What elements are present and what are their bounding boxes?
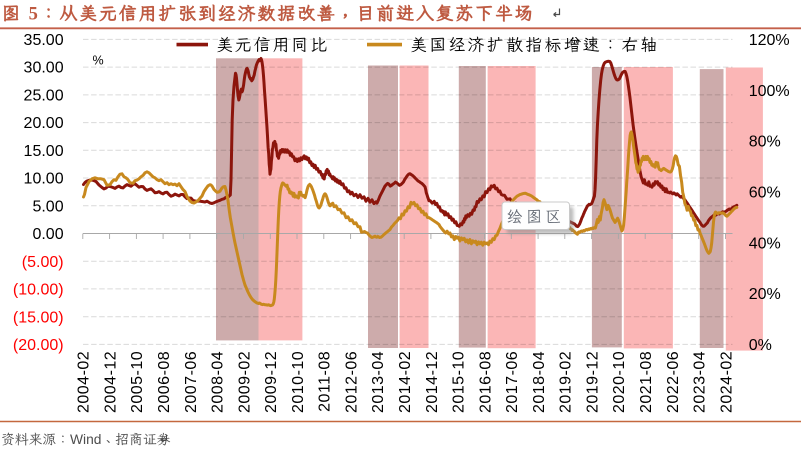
svg-text:2013-04: 2013-04 <box>370 351 387 413</box>
svg-text:0%: 0% <box>749 337 772 354</box>
svg-text:0.00: 0.00 <box>32 226 63 243</box>
svg-text:资料来源：Wind、招商证券: 资料来源：Wind、招商证券 <box>1 430 171 451</box>
svg-text:2008-04: 2008-04 <box>210 351 227 413</box>
svg-text:图 5：从美元信用扩张到经济数据改善，目前进入复苏下半场: 图 5：从美元信用扩张到经济数据改善，目前进入复苏下半场 <box>2 2 535 29</box>
svg-text:(15.00): (15.00) <box>13 309 64 326</box>
svg-text:美元信用同比: 美元信用同比 <box>216 32 329 55</box>
svg-text:120%: 120% <box>749 32 790 49</box>
svg-text:2018-04: 2018-04 <box>531 351 548 413</box>
svg-text:美国经济扩散指标增速：右轴: 美国经济扩散指标增速：右轴 <box>410 32 660 55</box>
svg-text:2019-02: 2019-02 <box>558 351 575 413</box>
svg-text:2023-04: 2023-04 <box>692 351 709 413</box>
svg-text:2012-06: 2012-06 <box>343 351 360 413</box>
svg-text:40%: 40% <box>749 235 781 252</box>
svg-text:20.00: 20.00 <box>24 115 64 132</box>
svg-text:80%: 80% <box>749 134 781 151</box>
svg-text:25.00: 25.00 <box>24 88 64 105</box>
svg-text:2004-02: 2004-02 <box>76 351 93 413</box>
svg-text:10.00: 10.00 <box>24 171 64 188</box>
svg-text:2021-08: 2021-08 <box>638 351 655 413</box>
svg-text:2009-02: 2009-02 <box>236 351 253 413</box>
svg-text:(5.00): (5.00) <box>22 254 64 271</box>
svg-text:2017-06: 2017-06 <box>504 351 521 413</box>
svg-text:2007-06: 2007-06 <box>183 351 200 413</box>
svg-text:100%: 100% <box>749 83 790 100</box>
svg-text:(10.00): (10.00) <box>13 282 64 299</box>
svg-text:2015-10: 2015-10 <box>451 351 468 413</box>
svg-text:5.00: 5.00 <box>32 198 63 215</box>
svg-text:2005-10: 2005-10 <box>129 351 146 413</box>
svg-text:35.00: 35.00 <box>24 32 64 49</box>
svg-text:2009-12: 2009-12 <box>263 351 280 413</box>
svg-text:20%: 20% <box>749 286 781 303</box>
svg-text:2014-12: 2014-12 <box>424 351 441 413</box>
svg-text:2010-10: 2010-10 <box>290 351 307 413</box>
svg-text:2022-06: 2022-06 <box>665 351 682 413</box>
svg-text:2016-08: 2016-08 <box>477 351 494 413</box>
svg-text:30.00: 30.00 <box>24 60 64 77</box>
svg-text:2011-08: 2011-08 <box>317 351 334 412</box>
svg-text:2004-12: 2004-12 <box>102 351 119 413</box>
svg-text:(20.00): (20.00) <box>13 337 64 354</box>
svg-text:60%: 60% <box>749 185 781 202</box>
svg-text:2020-10: 2020-10 <box>611 351 628 413</box>
svg-text:2024-02: 2024-02 <box>718 351 735 413</box>
svg-text:%: % <box>93 54 104 68</box>
svg-text:绘图区: 绘图区 <box>507 205 565 227</box>
svg-text:2014-02: 2014-02 <box>397 351 414 413</box>
svg-text:15.00: 15.00 <box>24 143 64 160</box>
svg-text:2006-08: 2006-08 <box>156 351 173 413</box>
svg-text:2019-12: 2019-12 <box>585 351 602 413</box>
